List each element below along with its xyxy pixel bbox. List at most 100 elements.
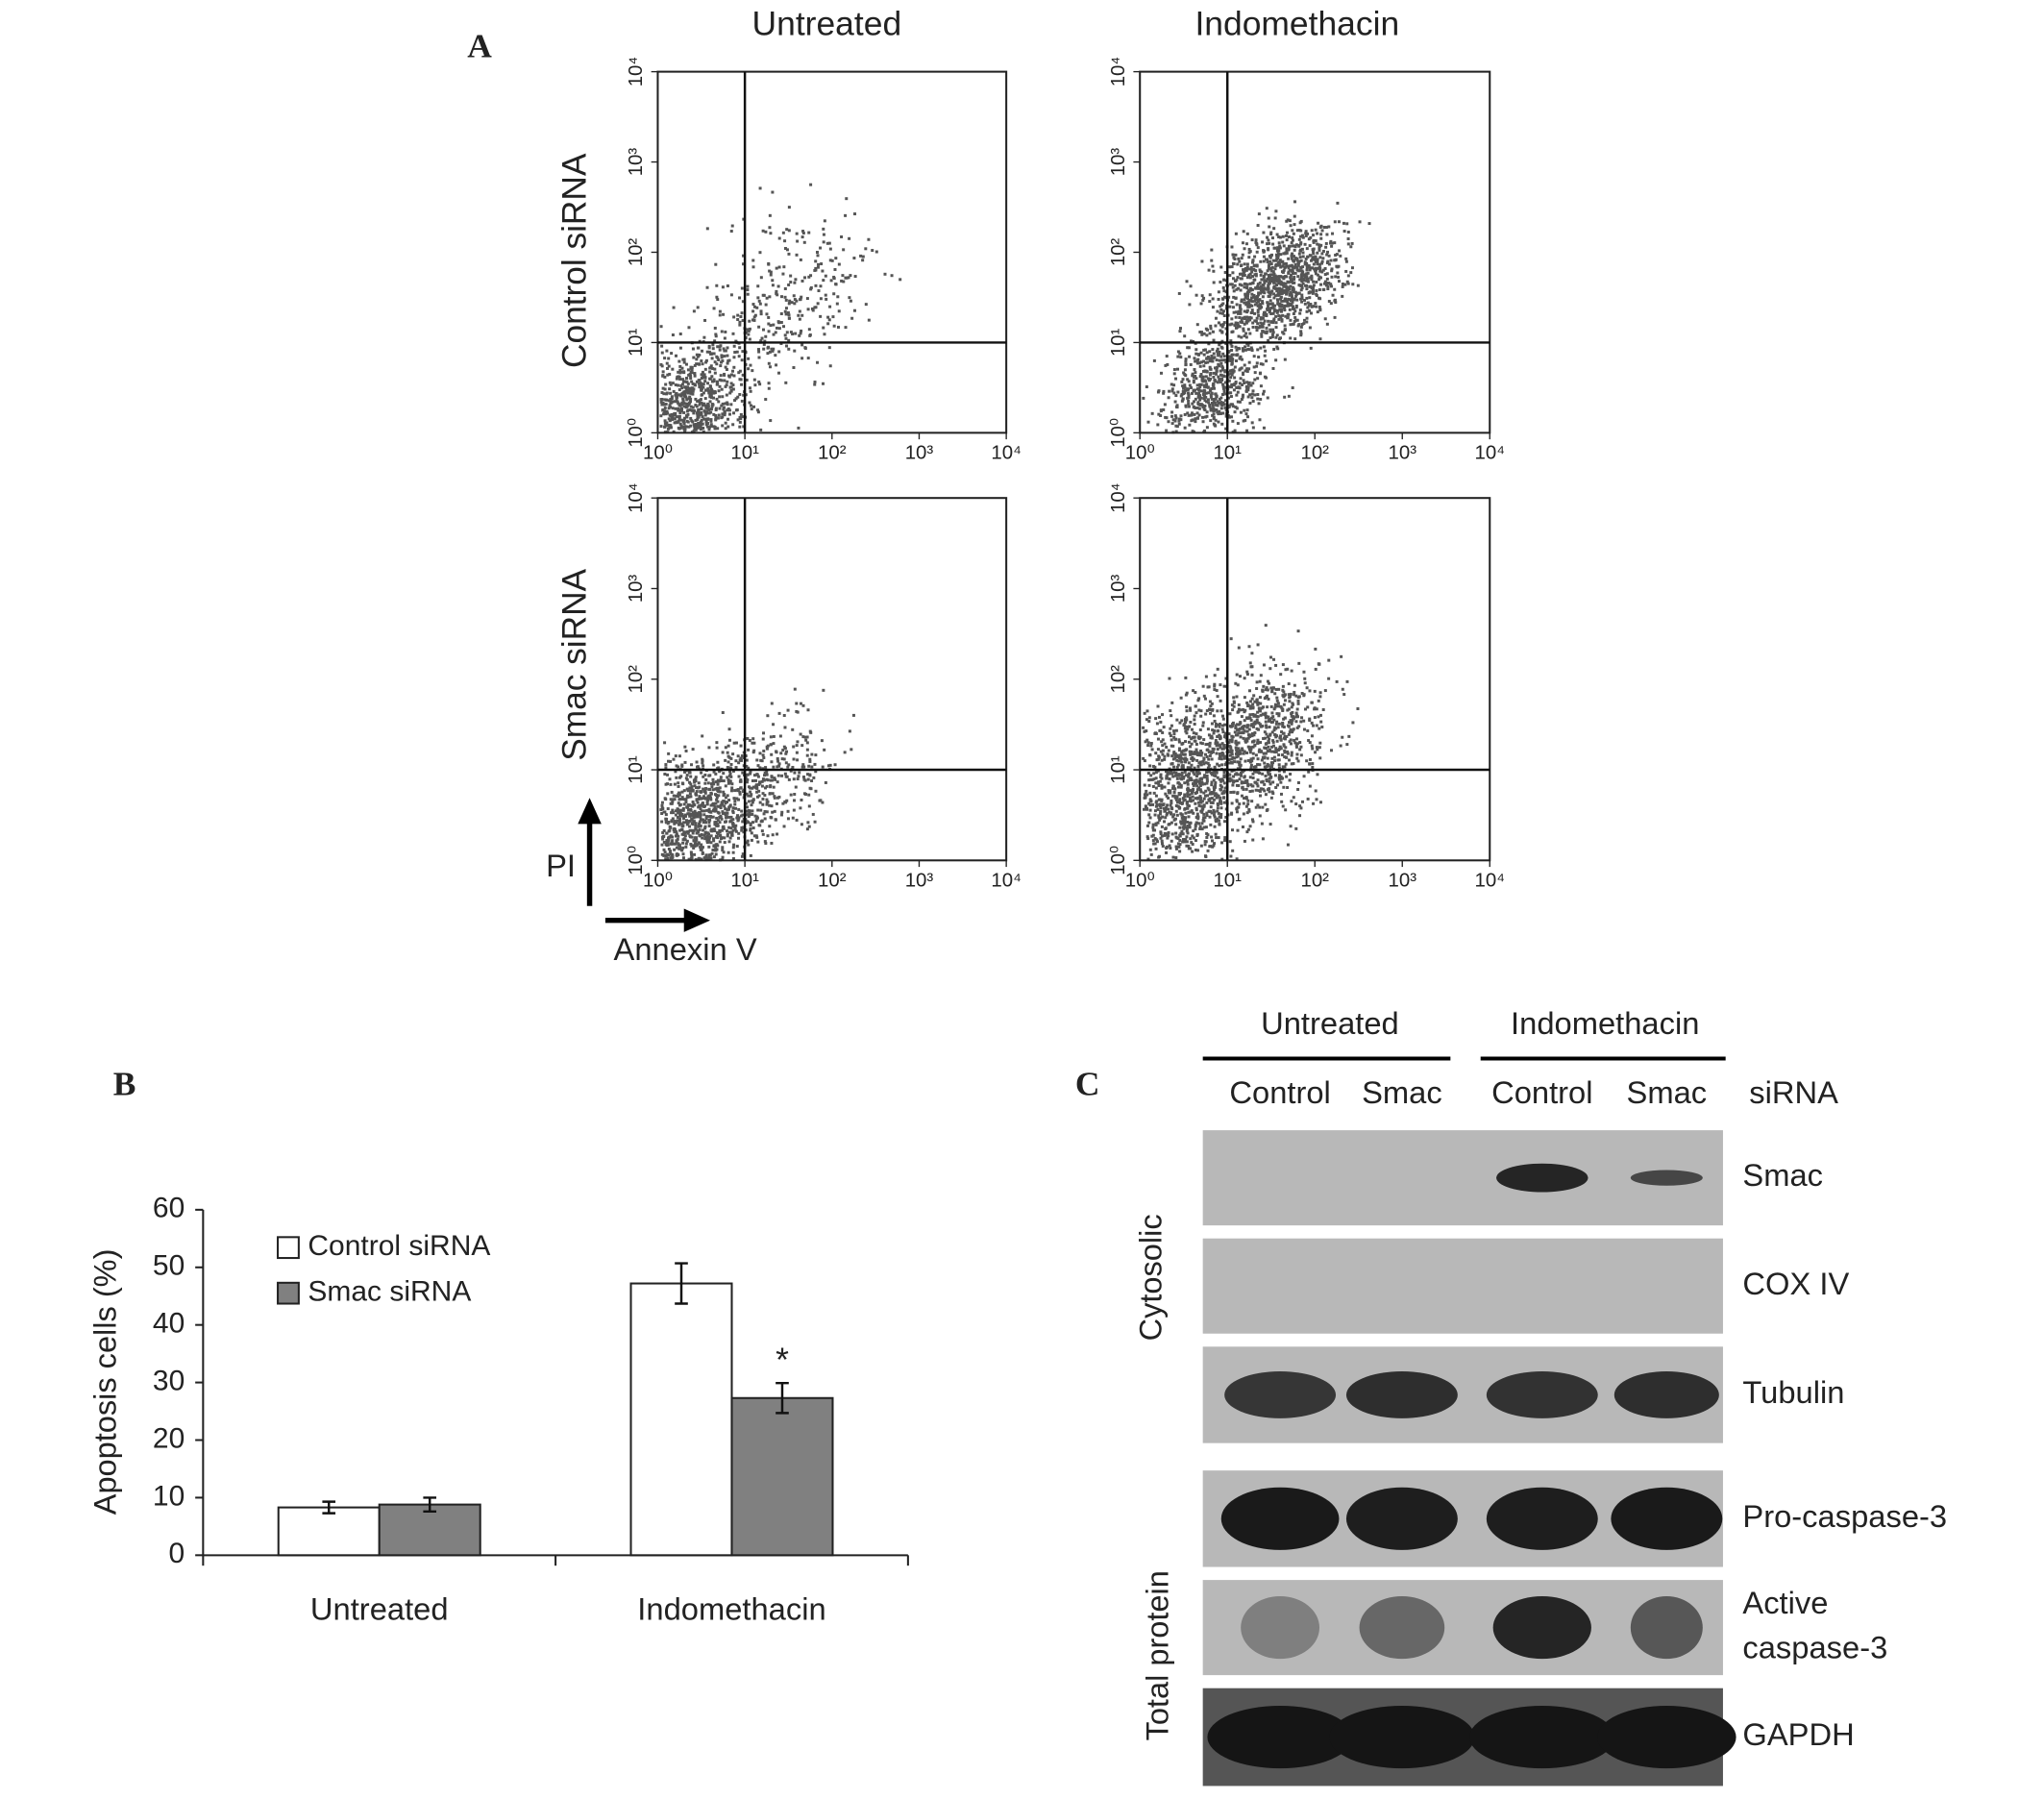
event-dot — [1221, 752, 1225, 756]
event-dot — [1263, 354, 1267, 357]
event-dot — [1264, 720, 1268, 724]
event-dot — [795, 818, 799, 822]
event-dot — [1229, 637, 1233, 641]
event-dot — [804, 792, 808, 796]
event-dot — [789, 281, 793, 284]
event-dot — [1219, 812, 1223, 816]
event-dot — [729, 293, 733, 297]
event-dot — [1239, 320, 1243, 324]
event-dot — [1258, 696, 1262, 700]
event-dot — [1161, 815, 1165, 819]
event-dot — [695, 411, 699, 415]
event-dot — [1186, 786, 1190, 790]
event-dot — [727, 727, 731, 731]
event-dot — [1249, 316, 1253, 320]
event-dot — [1156, 780, 1160, 784]
event-dot — [1205, 777, 1209, 781]
event-dot — [1270, 790, 1274, 794]
event-dot — [671, 333, 675, 337]
event-dot — [1187, 391, 1191, 395]
event-dot — [783, 333, 787, 337]
event-dot — [1246, 415, 1250, 419]
event-dot — [1192, 799, 1195, 802]
event-dot — [849, 299, 852, 303]
event-dot — [1327, 282, 1331, 285]
event-dot — [701, 362, 704, 366]
event-dot — [1146, 420, 1150, 424]
event-dot — [1260, 306, 1264, 309]
event-dot — [1157, 715, 1161, 719]
event-dot — [1161, 749, 1165, 752]
event-dot — [698, 795, 702, 799]
event-dot — [1314, 272, 1318, 276]
event-dot — [1305, 265, 1309, 269]
event-dot — [1214, 392, 1218, 396]
event-dot — [703, 825, 707, 828]
event-dot — [822, 326, 825, 330]
event-dot — [1187, 847, 1191, 850]
event-dot — [1222, 355, 1226, 358]
event-dot — [719, 776, 723, 779]
event-dot — [1216, 744, 1219, 748]
event-dot — [1157, 784, 1161, 788]
event-dot — [1230, 348, 1234, 352]
event-dot — [702, 382, 705, 386]
event-dot — [1272, 308, 1276, 311]
event-dot — [781, 749, 785, 752]
event-dot — [1172, 729, 1176, 733]
event-dot — [1220, 763, 1224, 767]
event-dot — [1288, 235, 1292, 239]
event-dot — [786, 765, 790, 769]
event-dot — [760, 819, 764, 823]
event-dot — [810, 765, 814, 769]
event-dot — [1236, 390, 1240, 394]
event-dot — [1294, 826, 1298, 830]
event-dot — [787, 347, 791, 351]
event-dot — [1271, 311, 1275, 315]
event-dot — [1250, 308, 1254, 312]
event-dot — [702, 775, 705, 778]
event-dot — [685, 409, 689, 413]
event-dot — [1301, 255, 1305, 259]
event-dot — [1312, 247, 1316, 251]
event-dot — [784, 761, 788, 765]
event-dot — [738, 425, 742, 429]
event-dot — [1204, 375, 1208, 379]
event-dot — [1218, 364, 1221, 368]
event-dot — [724, 801, 727, 805]
event-dot — [1327, 300, 1331, 304]
event-dot — [1185, 844, 1189, 848]
event-dot — [794, 278, 798, 282]
event-dot — [729, 762, 733, 766]
event-dot — [768, 365, 772, 369]
event-dot — [694, 425, 698, 429]
event-dot — [697, 805, 701, 809]
event-dot — [677, 370, 680, 374]
event-dot — [1240, 715, 1244, 719]
event-dot — [1236, 773, 1240, 776]
event-dot — [1214, 741, 1218, 745]
y-tick-label: 10³ — [626, 575, 647, 604]
event-dot — [1208, 389, 1212, 393]
event-dot — [1143, 759, 1146, 763]
event-dot — [726, 751, 729, 754]
event-dot — [1243, 725, 1246, 728]
x-tick-label: 10¹ — [730, 870, 759, 891]
event-dot — [678, 346, 682, 350]
event-dot — [1159, 816, 1163, 820]
event-dot — [678, 812, 682, 816]
event-dot — [700, 418, 703, 422]
event-dot — [700, 373, 703, 377]
event-dot — [1234, 296, 1238, 300]
event-dot — [1181, 821, 1185, 825]
event-dot — [1211, 359, 1215, 363]
event-dot — [733, 827, 737, 831]
event-dot — [1198, 826, 1202, 830]
event-dot — [1334, 275, 1338, 279]
event-dot — [693, 374, 697, 378]
event-dot — [1174, 856, 1178, 860]
event-dot — [1197, 413, 1201, 417]
event-dot — [1275, 283, 1279, 286]
event-dot — [1183, 781, 1187, 785]
event-dot — [1212, 778, 1216, 782]
